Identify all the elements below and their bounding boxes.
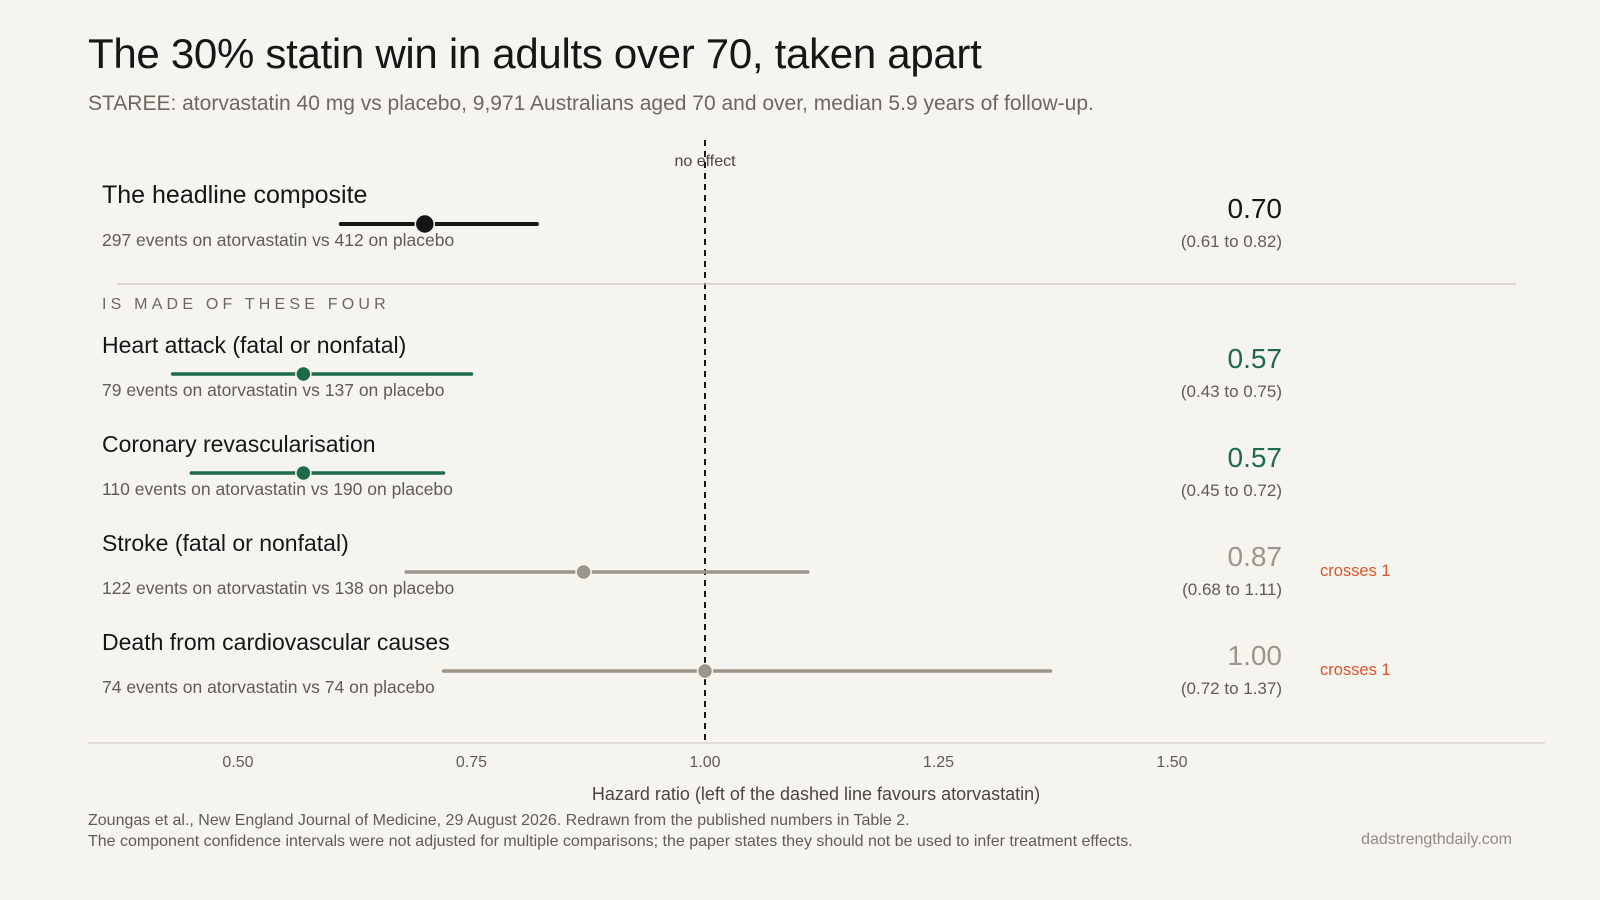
row-hr-value: 0.57 xyxy=(1228,442,1283,473)
headline-ci-label: (0.61 to 0.82) xyxy=(1181,232,1282,251)
row-ci-label: (0.72 to 1.37) xyxy=(1181,679,1282,698)
caveat-note: The component confidence intervals were … xyxy=(88,833,1133,850)
headline-name: The headline composite xyxy=(102,181,367,209)
row-hr-value: 1.00 xyxy=(1228,640,1283,671)
row-name: Death from cardiovascular causes xyxy=(102,629,450,655)
row-name: Heart attack (fatal or nonfatal) xyxy=(102,332,406,358)
section-label: IS MADE OF THESE FOUR xyxy=(102,296,390,313)
row-hr-value: 0.87 xyxy=(1228,541,1283,572)
crosses-one-label: crosses 1 xyxy=(1320,661,1391,679)
x-tick-label: 0.75 xyxy=(456,754,487,771)
chart-subtitle: STAREE: atorvastatin 40 mg vs placebo, 9… xyxy=(88,92,1094,115)
crosses-one-label: crosses 1 xyxy=(1320,562,1391,580)
reference-line-label: no effect xyxy=(674,153,736,170)
row-events: 110 events on atorvastatin vs 190 on pla… xyxy=(102,479,453,499)
source-note: Zoungas et al., New England Journal of M… xyxy=(88,812,910,829)
headline-events: 297 events on atorvastatin vs 412 on pla… xyxy=(102,230,454,250)
row-ci-label: (0.43 to 0.75) xyxy=(1181,382,1282,401)
row-name: Coronary revascularisation xyxy=(102,431,376,457)
headline-hr-value: 0.70 xyxy=(1228,193,1283,224)
row-ci-label: (0.68 to 1.11) xyxy=(1182,580,1282,599)
headline-point xyxy=(414,213,436,235)
row-name: Stroke (fatal or nonfatal) xyxy=(102,530,349,556)
x-tick-label: 1.00 xyxy=(689,754,720,771)
row-point xyxy=(575,563,592,581)
row-events: 79 events on atorvastatin vs 137 on plac… xyxy=(102,380,444,400)
chart-title: The 30% statin win in adults over 70, ta… xyxy=(88,30,982,77)
row-events: 74 events on atorvastatin vs 74 on place… xyxy=(102,677,435,697)
x-tick-label: 1.25 xyxy=(923,754,954,771)
x-axis-title: Hazard ratio (left of the dashed line fa… xyxy=(592,784,1040,804)
row-events: 122 events on atorvastatin vs 138 on pla… xyxy=(102,578,454,598)
row-ci-label: (0.45 to 0.72) xyxy=(1181,481,1282,500)
row-point xyxy=(295,365,312,383)
row-hr-value: 0.57 xyxy=(1228,343,1283,374)
row-point xyxy=(696,662,714,680)
x-tick-label: 0.50 xyxy=(222,754,253,771)
footer: Zoungas et al., New England Journal of M… xyxy=(88,810,1133,852)
x-tick-label: 1.50 xyxy=(1156,754,1187,771)
site-credit[interactable]: dadstrengthdaily.com xyxy=(1361,831,1512,848)
row-point xyxy=(295,464,312,482)
